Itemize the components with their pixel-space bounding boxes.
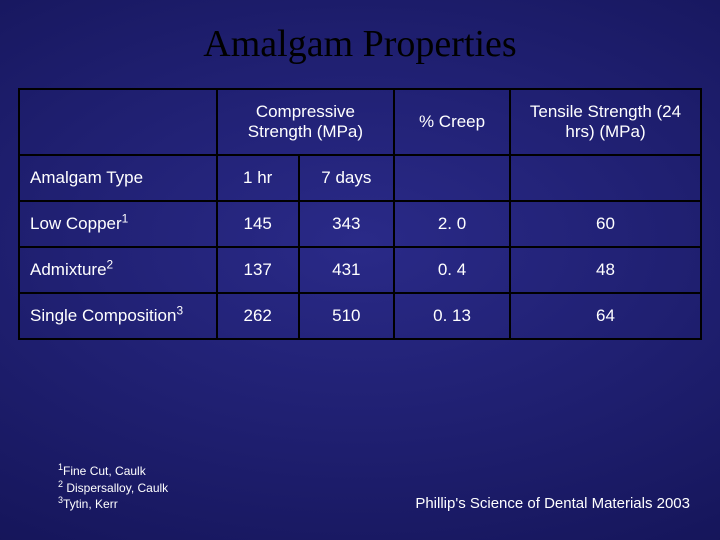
row-val-creep: 2. 0 xyxy=(394,201,510,247)
properties-table: Compressive Strength (MPa) % Creep Tensi… xyxy=(18,88,702,340)
row-val-7days: 343 xyxy=(299,201,394,247)
row-val-7days: 431 xyxy=(299,247,394,293)
footnote-2: 2 Dispersalloy, Caulk xyxy=(58,480,168,496)
table-row: Admixture2 137 431 0. 4 48 xyxy=(19,247,701,293)
row-val-7days: 510 xyxy=(299,293,394,339)
footnote-3: 3Tytin, Kerr xyxy=(58,496,168,512)
header-sub-1hr: 1 hr xyxy=(217,155,299,201)
row-val-1hr: 145 xyxy=(217,201,299,247)
properties-table-wrap: Compressive Strength (MPa) % Creep Tensi… xyxy=(18,88,702,340)
header-tensile: Tensile Strength (24 hrs) (MPa) xyxy=(510,89,701,155)
row-val-tensile: 64 xyxy=(510,293,701,339)
table-header-row-1: Compressive Strength (MPa) % Creep Tensi… xyxy=(19,89,701,155)
table-row: Single Composition3 262 510 0. 13 64 xyxy=(19,293,701,339)
row-label: Admixture2 xyxy=(19,247,217,293)
header-compressive: Compressive Strength (MPa) xyxy=(217,89,394,155)
table-row: Low Copper1 145 343 2. 0 60 xyxy=(19,201,701,247)
row-val-creep: 0. 4 xyxy=(394,247,510,293)
header-empty xyxy=(19,89,217,155)
header-empty-2 xyxy=(510,155,701,201)
row-val-tensile: 48 xyxy=(510,247,701,293)
row-val-tensile: 60 xyxy=(510,201,701,247)
row-val-creep: 0. 13 xyxy=(394,293,510,339)
row-val-1hr: 262 xyxy=(217,293,299,339)
citation: Phillip's Science of Dental Materials 20… xyxy=(415,495,690,512)
row-val-1hr: 137 xyxy=(217,247,299,293)
table-header-row-2: Amalgam Type 1 hr 7 days xyxy=(19,155,701,201)
page-title: Amalgam Properties xyxy=(0,0,720,66)
header-empty-1 xyxy=(394,155,510,201)
footnote-1: 1Fine Cut, Caulk xyxy=(58,463,168,479)
header-creep: % Creep xyxy=(394,89,510,155)
footnotes: 1Fine Cut, Caulk 2 Dispersalloy, Caulk 3… xyxy=(58,463,168,512)
row-label: Low Copper1 xyxy=(19,201,217,247)
header-type-label: Amalgam Type xyxy=(19,155,217,201)
header-sub-7days: 7 days xyxy=(299,155,394,201)
row-label: Single Composition3 xyxy=(19,293,217,339)
